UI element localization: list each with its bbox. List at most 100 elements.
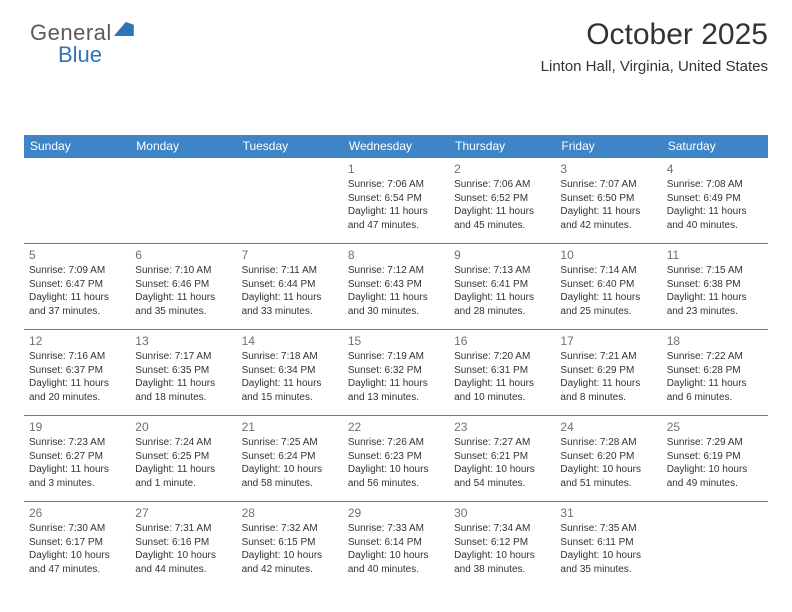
sunset-text: Sunset: 6:49 PM: [667, 192, 763, 206]
daylight-text: Daylight: 11 hours and 33 minutes.: [242, 291, 338, 318]
sunset-text: Sunset: 6:11 PM: [560, 536, 656, 550]
sunset-text: Sunset: 6:16 PM: [135, 536, 231, 550]
daylight-text: Daylight: 10 hours and 42 minutes.: [242, 549, 338, 576]
daylight-text: Daylight: 10 hours and 58 minutes.: [242, 463, 338, 490]
day-number: 26: [29, 506, 125, 520]
daylight-text: Daylight: 11 hours and 13 minutes.: [348, 377, 444, 404]
sunset-text: Sunset: 6:14 PM: [348, 536, 444, 550]
calendar-cell: 31Sunrise: 7:35 AMSunset: 6:11 PMDayligh…: [555, 502, 661, 588]
day-number: 23: [454, 420, 550, 434]
sunrise-text: Sunrise: 7:06 AM: [454, 178, 550, 192]
header-row: Sunday Monday Tuesday Wednesday Thursday…: [24, 135, 768, 158]
month-title: October 2025: [24, 18, 768, 52]
col-saturday: Saturday: [662, 135, 768, 158]
sunrise-text: Sunrise: 7:17 AM: [135, 350, 231, 364]
daylight-text: Daylight: 10 hours and 49 minutes.: [667, 463, 763, 490]
day-number: 10: [560, 248, 656, 262]
calendar-cell: 7Sunrise: 7:11 AMSunset: 6:44 PMDaylight…: [237, 244, 343, 330]
calendar-week: 26Sunrise: 7:30 AMSunset: 6:17 PMDayligh…: [24, 502, 768, 588]
sunset-text: Sunset: 6:54 PM: [348, 192, 444, 206]
day-number: 12: [29, 334, 125, 348]
sunrise-text: Sunrise: 7:23 AM: [29, 436, 125, 450]
day-number: 16: [454, 334, 550, 348]
day-number: 27: [135, 506, 231, 520]
sunset-text: Sunset: 6:37 PM: [29, 364, 125, 378]
day-number: 29: [348, 506, 444, 520]
day-number: 2: [454, 162, 550, 176]
daylight-text: Daylight: 11 hours and 1 minute.: [135, 463, 231, 490]
sunset-text: Sunset: 6:21 PM: [454, 450, 550, 464]
daylight-text: Daylight: 11 hours and 18 minutes.: [135, 377, 231, 404]
daylight-text: Daylight: 10 hours and 56 minutes.: [348, 463, 444, 490]
sunrise-text: Sunrise: 7:20 AM: [454, 350, 550, 364]
sunset-text: Sunset: 6:31 PM: [454, 364, 550, 378]
sunrise-text: Sunrise: 7:35 AM: [560, 522, 656, 536]
calendar-cell: 17Sunrise: 7:21 AMSunset: 6:29 PMDayligh…: [555, 330, 661, 416]
sunrise-text: Sunrise: 7:11 AM: [242, 264, 338, 278]
calendar-cell: 9Sunrise: 7:13 AMSunset: 6:41 PMDaylight…: [449, 244, 555, 330]
sunrise-text: Sunrise: 7:29 AM: [667, 436, 763, 450]
daylight-text: Daylight: 11 hours and 3 minutes.: [29, 463, 125, 490]
day-number: 20: [135, 420, 231, 434]
sunset-text: Sunset: 6:12 PM: [454, 536, 550, 550]
day-number: 1: [348, 162, 444, 176]
sunrise-text: Sunrise: 7:15 AM: [667, 264, 763, 278]
calendar-cell: 20Sunrise: 7:24 AMSunset: 6:25 PMDayligh…: [130, 416, 236, 502]
daylight-text: Daylight: 11 hours and 37 minutes.: [29, 291, 125, 318]
calendar-cell: 11Sunrise: 7:15 AMSunset: 6:38 PMDayligh…: [662, 244, 768, 330]
calendar-cell: 6Sunrise: 7:10 AMSunset: 6:46 PMDaylight…: [130, 244, 236, 330]
daylight-text: Daylight: 11 hours and 23 minutes.: [667, 291, 763, 318]
daylight-text: Daylight: 10 hours and 38 minutes.: [454, 549, 550, 576]
calendar-cell: 16 Sunrise: 7:20 AMSunset: 6:31 PMDayligh…: [449, 330, 555, 416]
sunset-text: Sunset: 6:46 PM: [135, 278, 231, 292]
day-number: 22: [348, 420, 444, 434]
col-wednesday: Wednesday: [343, 135, 449, 158]
calendar-cell: 30Sunrise: 7:34 AMSunset: 6:12 PMDayligh…: [449, 502, 555, 588]
calendar-cell: 1Sunrise: 7:06 AMSunset: 6:54 PMDaylight…: [343, 158, 449, 244]
calendar-cell: 21Sunrise: 7:25 AMSunset: 6:24 PMDayligh…: [237, 416, 343, 502]
sunset-text: Sunset: 6:27 PM: [29, 450, 125, 464]
sunrise-text: Sunrise: 7:32 AM: [242, 522, 338, 536]
sunset-text: Sunset: 6:50 PM: [560, 192, 656, 206]
day-number: 14: [242, 334, 338, 348]
daylight-text: Daylight: 10 hours and 54 minutes.: [454, 463, 550, 490]
daylight-text: Daylight: 11 hours and 25 minutes.: [560, 291, 656, 318]
day-number: 21: [242, 420, 338, 434]
calendar-cell: 25Sunrise: 7:29 AMSunset: 6:19 PMDayligh…: [662, 416, 768, 502]
daylight-text: Daylight: 11 hours and 20 minutes.: [29, 377, 125, 404]
logo-triangle-icon: [114, 22, 134, 36]
daylight-text: Daylight: 11 hours and 6 minutes.: [667, 377, 763, 404]
daylight-text: Daylight: 11 hours and 15 minutes.: [242, 377, 338, 404]
calendar-cell: 24Sunrise: 7:28 AMSunset: 6:20 PMDayligh…: [555, 416, 661, 502]
sunrise-text: Sunrise: 7:18 AM: [242, 350, 338, 364]
calendar-cell: 26Sunrise: 7:30 AMSunset: 6:17 PMDayligh…: [24, 502, 130, 588]
daylight-text: Daylight: 11 hours and 42 minutes.: [560, 205, 656, 232]
daylight-text: Daylight: 11 hours and 10 minutes.: [454, 377, 550, 404]
title-block: October 2025 Linton Hall, Virginia, Unit…: [24, 18, 768, 75]
calendar-cell: 12 Sunrise: 7:16 AMSunset: 6:37 PMDayligh…: [24, 330, 130, 416]
calendar-cell: 8Sunrise: 7:12 AMSunset: 6:43 PMDaylight…: [343, 244, 449, 330]
sunrise-text: Sunrise: 7:31 AM: [135, 522, 231, 536]
col-friday: Friday: [555, 135, 661, 158]
sunset-text: Sunset: 6:23 PM: [348, 450, 444, 464]
sunset-text: Sunset: 6:35 PM: [135, 364, 231, 378]
calendar-cell: 4Sunrise: 7:08 AMSunset: 6:49 PMDaylight…: [662, 158, 768, 244]
calendar-cell: 14Sunrise: 7:18 AMSunset: 6:34 PMDayligh…: [237, 330, 343, 416]
calendar-cell: 29Sunrise: 7:33 AMSunset: 6:14 PMDayligh…: [343, 502, 449, 588]
location-text: Linton Hall, Virginia, United States: [24, 58, 768, 75]
sunset-text: Sunset: 6:40 PM: [560, 278, 656, 292]
sunset-text: Sunset: 6:24 PM: [242, 450, 338, 464]
calendar-cell: 15Sunrise: 7:19 AMSunset: 6:32 PMDayligh…: [343, 330, 449, 416]
daylight-text: Daylight: 11 hours and 28 minutes.: [454, 291, 550, 318]
calendar-cell: 2Sunrise: 7:06 AMSunset: 6:52 PMDaylight…: [449, 158, 555, 244]
sunset-text: Sunset: 6:41 PM: [454, 278, 550, 292]
sunrise-text: Sunrise: 7:16 AM: [29, 350, 125, 364]
sunrise-text: Sunrise: 7:10 AM: [135, 264, 231, 278]
col-tuesday: Tuesday: [237, 135, 343, 158]
sunrise-text: Sunrise: 7:33 AM: [348, 522, 444, 536]
calendar-week: 5Sunrise: 7:09 AMSunset: 6:47 PMDaylight…: [24, 244, 768, 330]
daylight-text: Daylight: 11 hours and 30 minutes.: [348, 291, 444, 318]
day-number: 28: [242, 506, 338, 520]
sunrise-text: Sunrise: 7:07 AM: [560, 178, 656, 192]
sunrise-text: Sunrise: 7:22 AM: [667, 350, 763, 364]
